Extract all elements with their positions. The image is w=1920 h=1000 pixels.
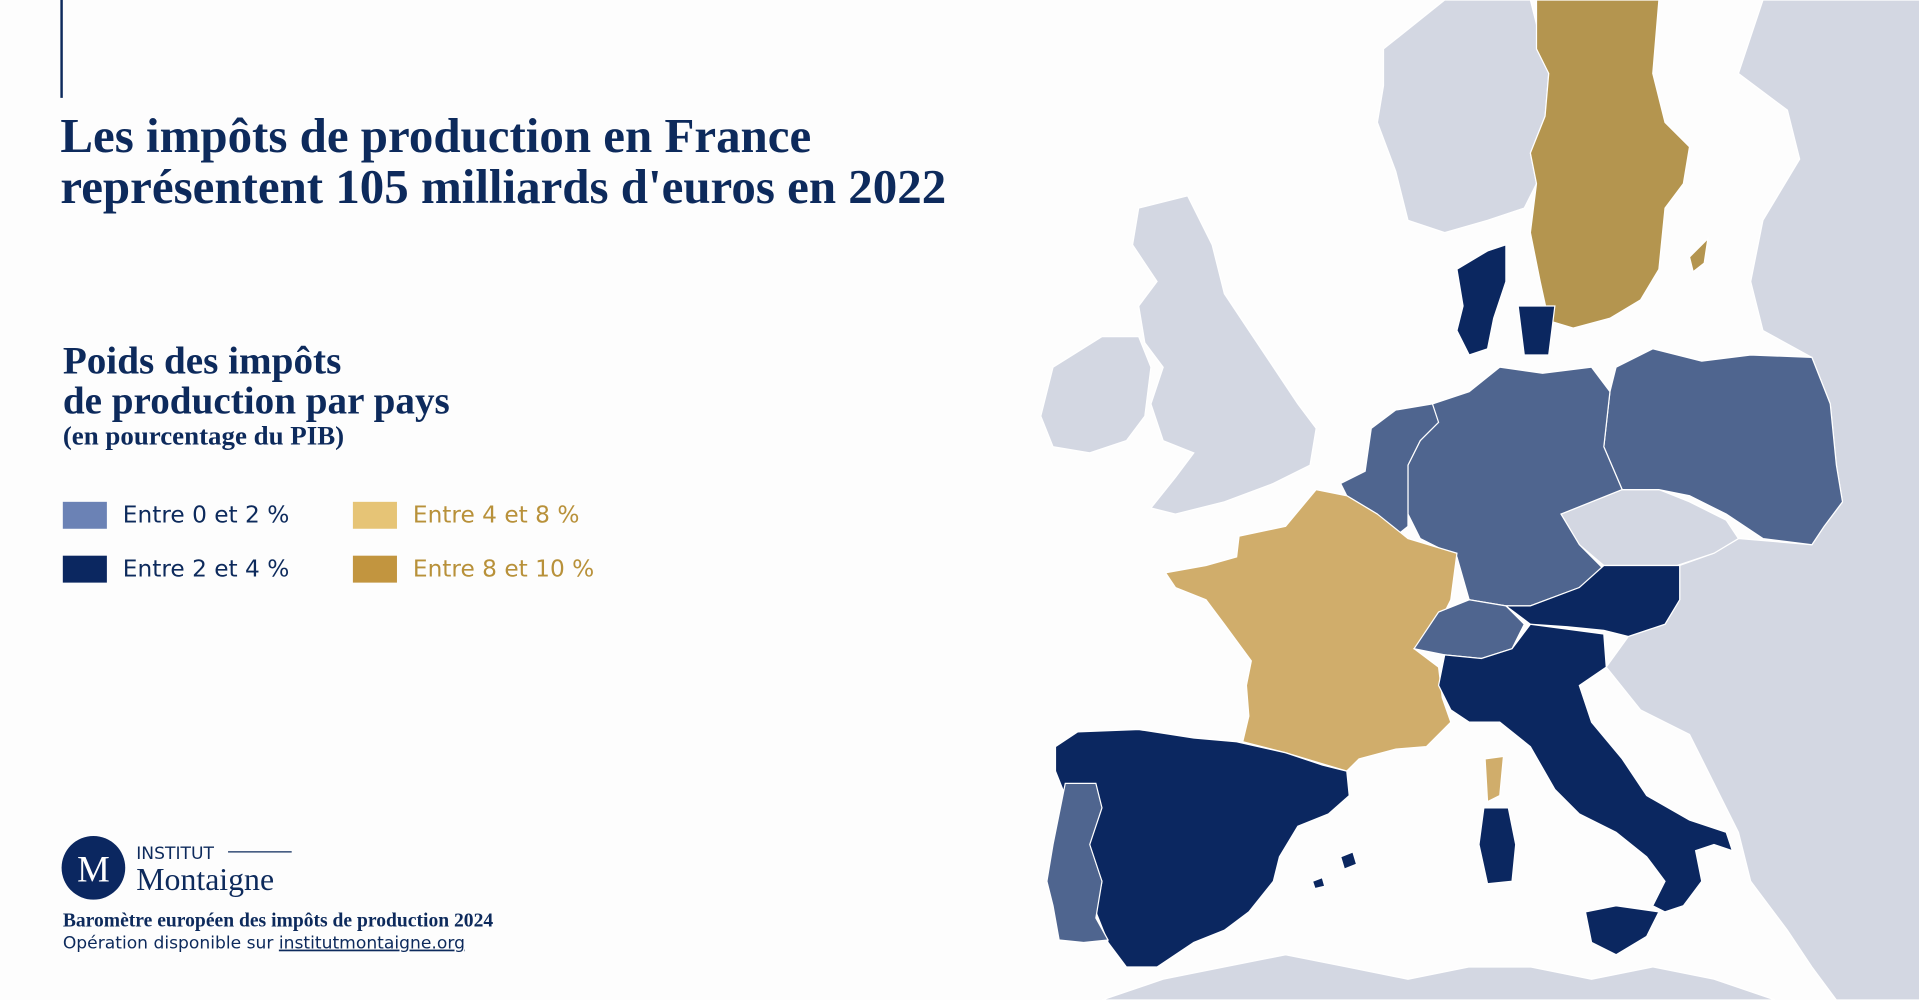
footer-title: Baromètre européen des impôts de product…	[63, 911, 494, 932]
region	[1484, 755, 1505, 803]
legend-note: (en pourcentage du PIB)	[63, 420, 344, 450]
title: Les impôts de production en France	[60, 108, 811, 163]
legend-swatch	[62, 555, 107, 583]
region	[1339, 851, 1358, 870]
logo-mark	[61, 835, 126, 900]
region	[1456, 243, 1507, 356]
region	[1046, 782, 1110, 944]
legend-swatch	[62, 501, 107, 529]
map	[1040, 0, 1920, 1000]
region	[1529, 0, 1691, 329]
region	[1164, 488, 1458, 772]
logo-kicker: INSTITUT	[136, 844, 214, 864]
footer-text: Opération disponible sur institutmontaig…	[63, 934, 465, 954]
legend-title: Poids des impôts	[63, 339, 342, 382]
footer-text: Opération disponible sur	[63, 934, 275, 954]
legend-label: Entre 4 et 8 %	[413, 502, 580, 529]
legend-label: Entre 8 et 10 %	[413, 555, 594, 582]
region	[1311, 876, 1326, 890]
land	[1040, 335, 1152, 454]
legend-swatch	[352, 501, 397, 529]
logo-letter: M	[77, 848, 110, 889]
legend-title: de production par pays	[63, 380, 450, 423]
land	[1376, 0, 1550, 234]
region	[1437, 623, 1734, 913]
region	[1407, 366, 1623, 607]
land	[1101, 954, 1776, 1000]
legend-label: Entre 0 et 2 %	[123, 502, 290, 529]
title: représentent 105 milliards d'euros en 20…	[60, 159, 946, 214]
region	[1584, 905, 1660, 956]
region	[1688, 236, 1709, 273]
land	[1131, 195, 1317, 515]
legend-swatch	[352, 555, 397, 583]
logo-name: Montaigne	[136, 862, 274, 897]
footer-link[interactable]: institutmontaigne.org	[279, 934, 465, 954]
region	[1478, 807, 1517, 885]
legend: Entre 0 et 2 % Entre 2 et 4 % Entre 4 et 8…	[62, 501, 594, 583]
region	[1504, 564, 1681, 638]
region	[1517, 305, 1556, 356]
legend-label: Entre 2 et 4 %	[123, 555, 290, 582]
